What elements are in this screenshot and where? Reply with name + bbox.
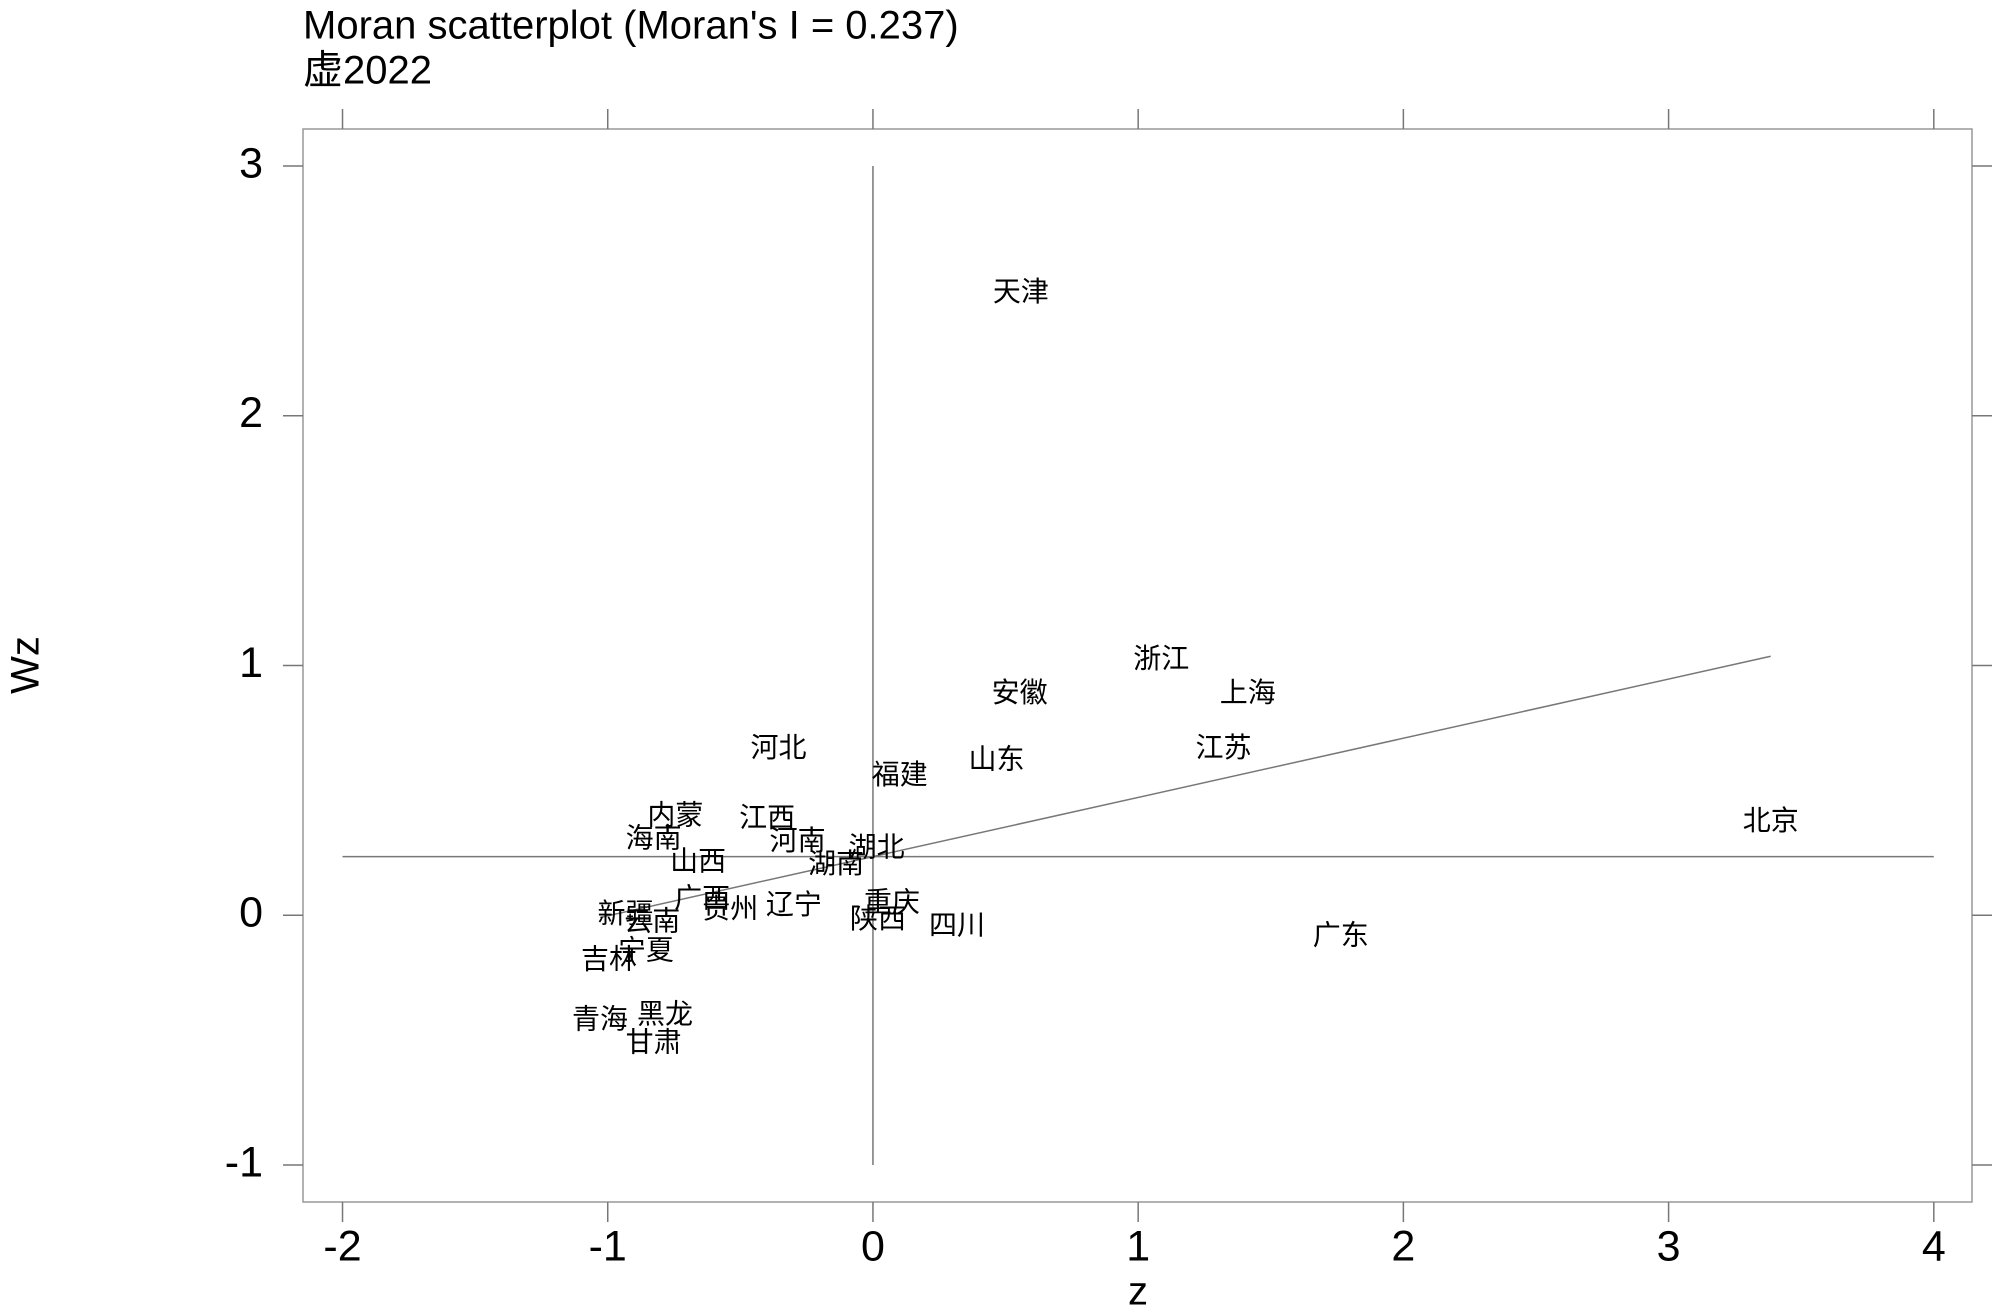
point-label: 河南 bbox=[770, 824, 826, 857]
x-tick-label: 1 bbox=[1126, 1222, 1150, 1270]
y-tick-label: 0 bbox=[239, 889, 263, 937]
point-label: 安徽 bbox=[992, 676, 1048, 709]
x-tick-label: 4 bbox=[1922, 1222, 1946, 1270]
fit-line bbox=[599, 655, 1771, 919]
point-label: 四川 bbox=[929, 908, 985, 941]
point-label: 辽宁 bbox=[766, 888, 822, 921]
point-label: 上海 bbox=[1220, 676, 1276, 709]
point-label: 北京 bbox=[1743, 804, 1799, 837]
chart-subtitle: 虚2022 bbox=[303, 49, 432, 93]
y-tick-label: 3 bbox=[239, 139, 263, 187]
point-label: 山东 bbox=[969, 743, 1025, 776]
y-tick-label: -1 bbox=[225, 1138, 263, 1186]
x-axis-label: z bbox=[1128, 1270, 1148, 1314]
point-label: 山西 bbox=[670, 845, 726, 878]
point-label: 湖北 bbox=[849, 831, 905, 864]
y-tick-label: 2 bbox=[239, 389, 263, 437]
point-label: 新疆 bbox=[597, 897, 653, 930]
x-tick-label: 3 bbox=[1657, 1222, 1681, 1270]
point-label: 吉林 bbox=[581, 943, 637, 976]
x-tick-label: 0 bbox=[861, 1222, 885, 1270]
point-label: 甘肃 bbox=[626, 1025, 682, 1058]
point-label: 内蒙 bbox=[647, 799, 703, 832]
chart-title: Moran scatterplot (Moran's I = 0.237) bbox=[303, 4, 959, 48]
point-label: 浙江 bbox=[1133, 642, 1189, 675]
point-label: 湖南 bbox=[808, 847, 864, 880]
x-tick-label: 2 bbox=[1391, 1222, 1415, 1270]
point-label: 陕西 bbox=[850, 902, 906, 935]
point-label: 重庆 bbox=[864, 885, 920, 918]
point-label: 江西 bbox=[739, 801, 795, 834]
point-label: 贵州 bbox=[702, 892, 758, 925]
y-tick-label: 1 bbox=[239, 639, 263, 687]
point-label: 云南 bbox=[624, 905, 680, 938]
point-label: 福建 bbox=[872, 758, 928, 791]
point-label: 海南 bbox=[626, 822, 682, 855]
x-tick-label: -2 bbox=[323, 1222, 361, 1270]
point-label: 河北 bbox=[751, 731, 807, 764]
point-label: 黑龙 bbox=[637, 997, 693, 1030]
point-label: 宁夏 bbox=[618, 934, 674, 967]
point-label: 江苏 bbox=[1196, 731, 1252, 764]
x-tick-label: -1 bbox=[589, 1222, 627, 1270]
y-axis-label: Wz bbox=[4, 636, 48, 694]
point-label: 青海 bbox=[572, 1002, 628, 1035]
point-label: 天津 bbox=[993, 275, 1049, 308]
point-label: 广西 bbox=[674, 882, 730, 915]
point-label: 广东 bbox=[1313, 918, 1369, 951]
